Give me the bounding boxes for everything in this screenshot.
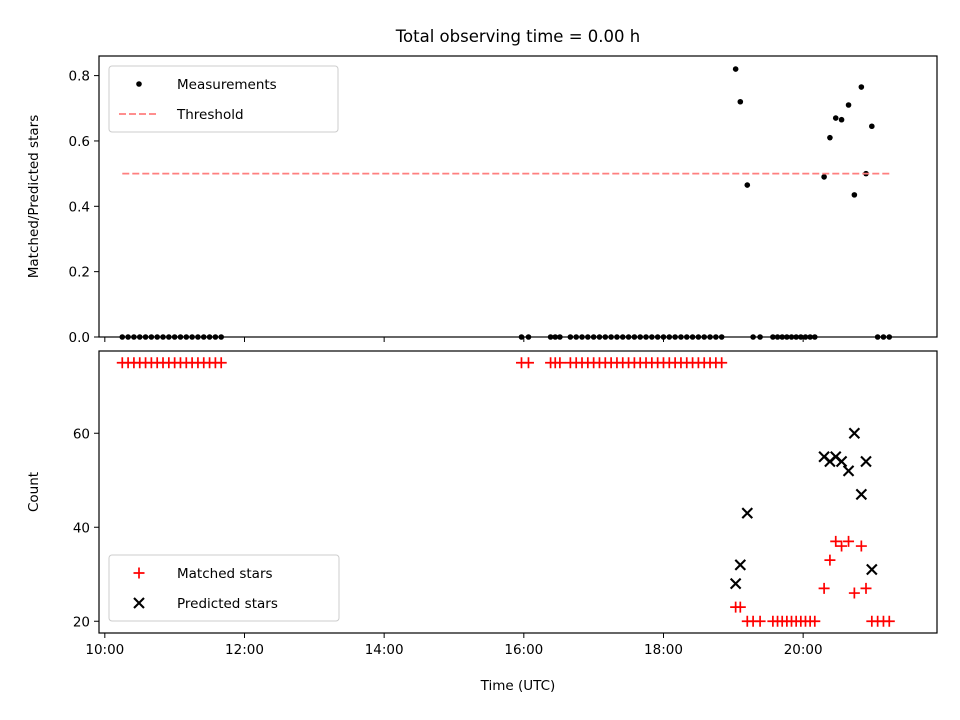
measurement-point <box>851 192 858 198</box>
measurement-point <box>732 66 739 72</box>
matched-stars-point <box>809 615 821 627</box>
matched-stars-point <box>215 357 227 369</box>
top-panel-legend: Measurements Threshold <box>108 65 339 133</box>
legend-box <box>108 65 339 133</box>
bottom-panel-frame <box>98 350 938 634</box>
matched-stars-point <box>818 582 830 594</box>
legend-label: Matched stars <box>177 566 273 582</box>
figure-title: Total observing time = 0.00 h <box>395 27 640 46</box>
y-tick-label: 0.0 <box>69 330 90 346</box>
measurement-point <box>827 134 833 141</box>
y-tick-label: 0.6 <box>69 134 90 150</box>
x-tick-label: 14:00 <box>365 642 404 658</box>
matched-stars-point <box>554 357 566 369</box>
predicted-stars-point <box>741 507 754 519</box>
predicted-stars-point <box>866 563 878 576</box>
measurement-point <box>737 98 744 105</box>
y-tick-label: 40 <box>73 520 90 536</box>
x-tick-label: 16:00 <box>504 642 543 658</box>
matched-stars-point <box>855 540 867 552</box>
predicted-stars-point <box>860 455 872 468</box>
measurement-point <box>858 84 865 90</box>
x-tick-label: 10:00 <box>85 642 124 658</box>
x-tick-label: 18:00 <box>644 642 683 658</box>
bottom-panel-data <box>116 357 895 627</box>
matched-stars-point <box>848 587 860 599</box>
measurement-point <box>869 123 875 130</box>
top-panel-ticks: 0.0 0.2 0.4 0.6 0.8 <box>69 69 804 346</box>
bottom-panel-legend: Matched stars Predicted stars <box>108 554 340 622</box>
bottom-panel-ylabel: Count <box>26 472 42 512</box>
matched-stars-point <box>830 535 842 547</box>
matched-stars-point <box>734 601 746 613</box>
legend-label: Predicted stars <box>177 596 278 612</box>
predicted-stars-point <box>734 559 747 571</box>
y-tick-label: 0.4 <box>69 199 90 215</box>
matched-stars-point <box>860 582 872 594</box>
matched-stars-point <box>716 357 728 369</box>
top-panel-data <box>119 66 893 340</box>
y-tick-label: 0.8 <box>69 69 90 85</box>
top-panel-frame <box>98 55 938 338</box>
measurement-point <box>845 102 852 108</box>
legend-marker-measurements <box>136 81 142 87</box>
y-tick-label: 60 <box>73 426 90 442</box>
y-tick-label: 0.2 <box>69 265 90 281</box>
measurement-point <box>838 116 845 123</box>
bottom-panel: 10:00 12:00 14:00 16:00 18:00 20:00 20 40 60 Cou… <box>26 350 938 694</box>
top-panel-ylabel: Matched/Predicted stars <box>26 115 42 278</box>
legend-label: Measurements <box>177 77 277 93</box>
matched-stars-point <box>843 535 855 547</box>
predicted-stars-point <box>729 577 742 590</box>
y-tick-label: 20 <box>73 614 90 630</box>
matched-stars-point <box>883 615 895 627</box>
legend-label: Threshold <box>176 107 244 123</box>
predicted-stars-point <box>848 427 861 439</box>
matched-stars-point <box>836 540 848 552</box>
legend-marker-matched <box>133 567 145 579</box>
predicted-stars-point <box>842 465 855 477</box>
measurement-point <box>744 182 751 188</box>
matched-stars-point <box>522 357 534 369</box>
predicted-stars-point <box>835 455 848 468</box>
matched-stars-point <box>824 554 836 566</box>
top-panel: 0.00.20.40.60.8 Matched/Predicted stars … <box>26 55 938 346</box>
x-tick-label: 12:00 <box>225 642 264 658</box>
bottom-panel-xlabel: Time (UTC) <box>480 678 556 694</box>
legend-marker-predicted <box>133 597 145 609</box>
matched-stars-point <box>754 615 766 627</box>
measurement-point <box>832 115 839 121</box>
measurement-point <box>821 174 827 180</box>
x-tick-label: 20:00 <box>784 642 823 658</box>
predicted-stars-point <box>855 488 868 501</box>
legend-box <box>108 554 340 622</box>
bottom-panel-ticks: 10:00 12:00 14:00 16:00 18:00 20:00 20 40 60 <box>73 426 823 658</box>
